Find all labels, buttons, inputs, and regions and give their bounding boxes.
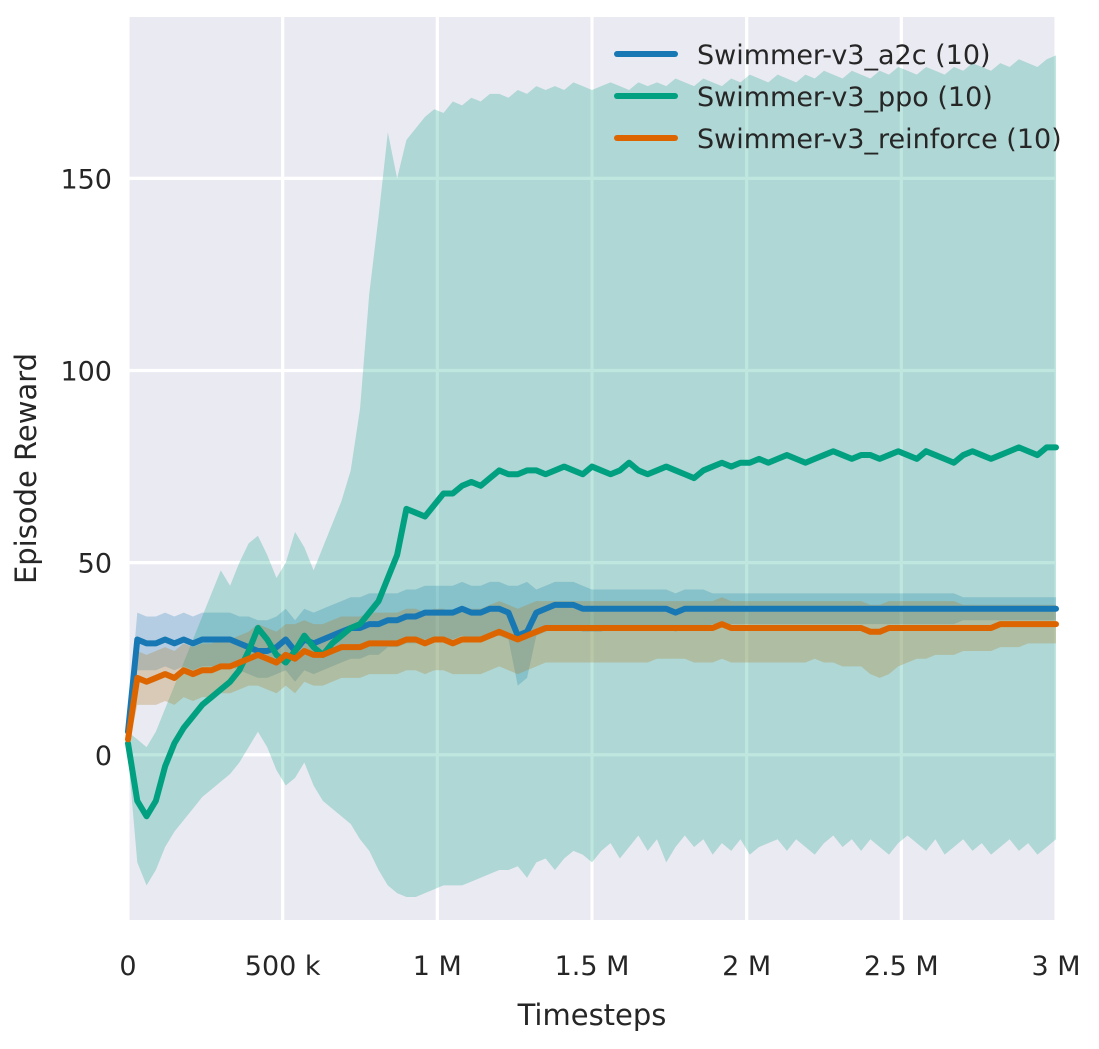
legend-label-0: Swimmer-v3_a2c (10) xyxy=(697,40,991,71)
y-tick-label: 0 xyxy=(95,741,112,772)
series-line-2 xyxy=(125,621,1059,743)
legend-label-1: Swimmer-v3_ppo (10) xyxy=(697,82,993,113)
x-tick-label: 2.5 M xyxy=(864,951,939,982)
y-tick-label: 100 xyxy=(60,357,112,388)
x-tick-label: 0 xyxy=(119,951,136,982)
y-tick-label: 150 xyxy=(60,164,112,195)
confidence-band-1 xyxy=(128,55,1056,897)
x-tick-labels-group: 0 500 k 1 M 1.5 M 2 M 2.5 M 3 M xyxy=(119,951,1080,982)
legend-label-2: Swimmer-v3_reinforce (10) xyxy=(697,124,1062,155)
series-line-0 xyxy=(125,601,1059,735)
x-tick-label: 2 M xyxy=(722,951,771,982)
x-tick-label: 1.5 M xyxy=(555,951,630,982)
gridlines-group xyxy=(126,17,1058,920)
confidence-band-2 xyxy=(128,597,1056,751)
x-tick-label: 500 k xyxy=(245,951,321,982)
y-axis-title: Episode Reward xyxy=(9,353,43,584)
y-tick-label: 50 xyxy=(78,549,112,580)
x-axis-title: Timesteps xyxy=(517,998,667,1032)
y-tick-labels-group: 0 50 100 150 xyxy=(60,164,112,771)
x-tick-label: 1 M xyxy=(413,951,462,982)
series-lines-group xyxy=(125,444,1059,820)
legend: Swimmer-v3_a2c (10) Swimmer-v3_ppo (10) Sw… xyxy=(614,40,1062,155)
x-tick-label: 3 M xyxy=(1031,951,1080,982)
